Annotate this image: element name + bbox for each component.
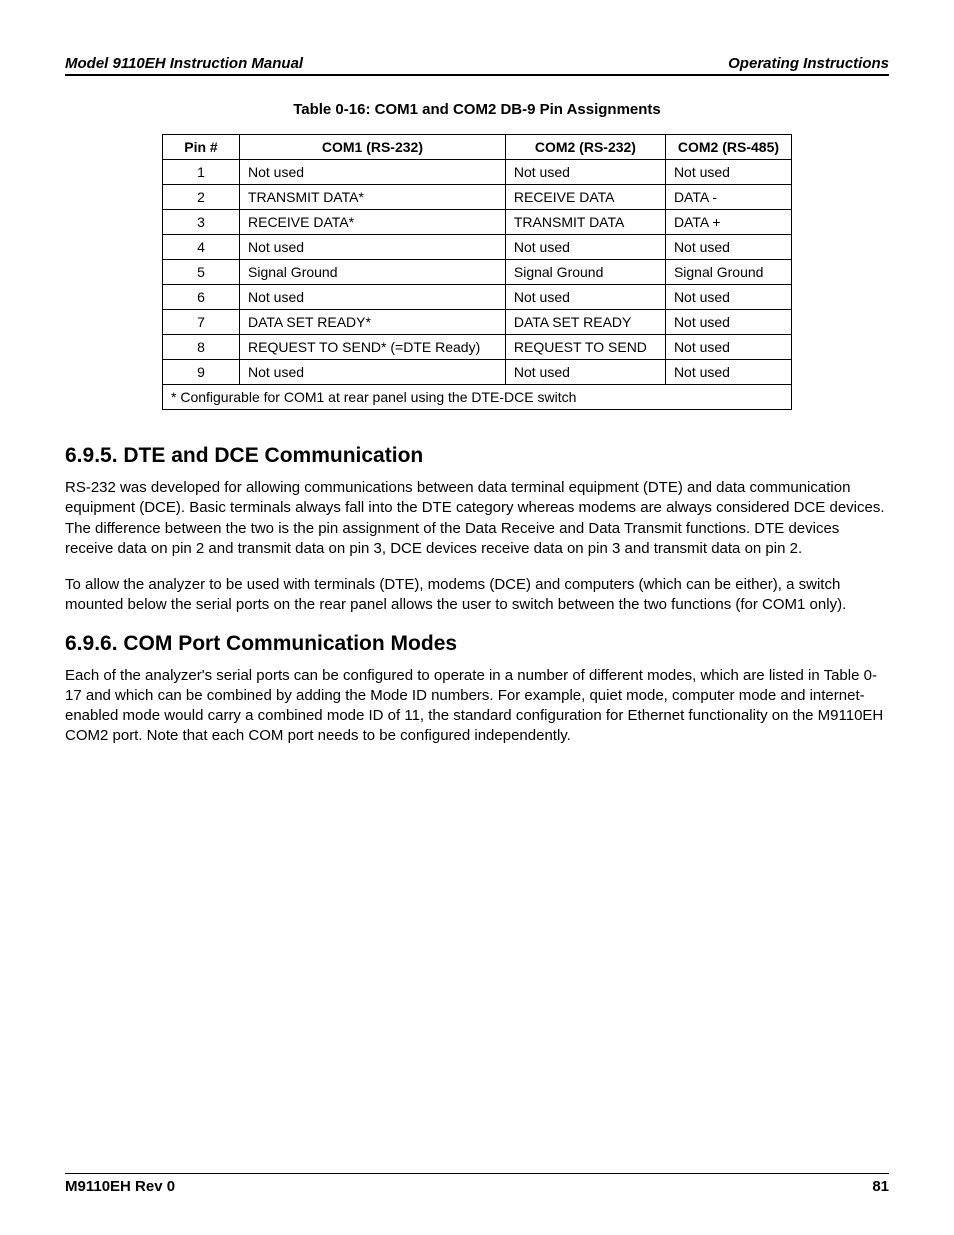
col-header-com1-232: COM1 (RS-232) bbox=[240, 135, 506, 160]
header-right: Operating Instructions bbox=[728, 55, 889, 72]
table-header-row: Pin # COM1 (RS-232) COM2 (RS-232) COM2 (… bbox=[163, 135, 792, 160]
table-row: 6Not usedNot usedNot used bbox=[163, 285, 792, 310]
table-cell: Not used bbox=[665, 160, 791, 185]
table-cell: Not used bbox=[665, 285, 791, 310]
table-row: 2TRANSMIT DATA*RECEIVE DATADATA - bbox=[163, 185, 792, 210]
table-cell: Not used bbox=[240, 160, 506, 185]
table-cell: 2 bbox=[163, 185, 240, 210]
table-row: 9Not usedNot usedNot used bbox=[163, 360, 792, 385]
table-body: 1Not usedNot usedNot used2TRANSMIT DATA*… bbox=[163, 160, 792, 385]
footer-right: 81 bbox=[872, 1178, 889, 1195]
table-cell: DATA SET READY bbox=[505, 310, 665, 335]
table-cell: Not used bbox=[665, 310, 791, 335]
section-heading: 6.9.6. COM Port Communication Modes bbox=[65, 632, 889, 656]
table-cell: DATA + bbox=[665, 210, 791, 235]
table-cell: 1 bbox=[163, 160, 240, 185]
table-footnote-row: * Configurable for COM1 at rear panel us… bbox=[163, 385, 792, 410]
table-row: 8REQUEST TO SEND* (=DTE Ready)REQUEST TO… bbox=[163, 335, 792, 360]
table-cell: 4 bbox=[163, 235, 240, 260]
table-cell: Not used bbox=[665, 235, 791, 260]
body-paragraph: To allow the analyzer to be used with te… bbox=[65, 575, 889, 616]
table-row: 3RECEIVE DATA*TRANSMIT DATADATA + bbox=[163, 210, 792, 235]
table-footnote: * Configurable for COM1 at rear panel us… bbox=[163, 385, 792, 410]
table-cell: Not used bbox=[505, 285, 665, 310]
table-cell: TRANSMIT DATA* bbox=[240, 185, 506, 210]
table-cell: REQUEST TO SEND bbox=[505, 335, 665, 360]
table-row: 4Not usedNot usedNot used bbox=[163, 235, 792, 260]
table-cell: Not used bbox=[665, 335, 791, 360]
table-row: 7DATA SET READY*DATA SET READYNot used bbox=[163, 310, 792, 335]
table-cell: DATA - bbox=[665, 185, 791, 210]
table-cell: RECEIVE DATA bbox=[505, 185, 665, 210]
table-cell: Signal Ground bbox=[505, 260, 665, 285]
col-header-com2-232: COM2 (RS-232) bbox=[505, 135, 665, 160]
table-row: 1Not usedNot usedNot used bbox=[163, 160, 792, 185]
table-cell: Signal Ground bbox=[665, 260, 791, 285]
table-cell: 3 bbox=[163, 210, 240, 235]
table-cell: REQUEST TO SEND* (=DTE Ready) bbox=[240, 335, 506, 360]
table-row: 5Signal GroundSignal GroundSignal Ground bbox=[163, 260, 792, 285]
page-footer: M9110EH Rev 0 81 bbox=[65, 1173, 889, 1195]
section-heading: 6.9.5. DTE and DCE Communication bbox=[65, 444, 889, 468]
table-cell: RECEIVE DATA* bbox=[240, 210, 506, 235]
body-paragraph: RS-232 was developed for allowing commun… bbox=[65, 478, 889, 559]
table-cell: Not used bbox=[505, 360, 665, 385]
table-cell: Not used bbox=[505, 160, 665, 185]
col-header-com2-485: COM2 (RS-485) bbox=[665, 135, 791, 160]
body-paragraph: Each of the analyzer's serial ports can … bbox=[65, 666, 889, 747]
table-cell: 6 bbox=[163, 285, 240, 310]
table-caption: Table 0-16: COM1 and COM2 DB-9 Pin Assig… bbox=[65, 101, 889, 118]
col-header-pin: Pin # bbox=[163, 135, 240, 160]
page-header: Model 9110EH Instruction Manual Operatin… bbox=[65, 55, 889, 76]
table-cell: DATA SET READY* bbox=[240, 310, 506, 335]
page: Model 9110EH Instruction Manual Operatin… bbox=[0, 0, 954, 1235]
table-cell: Not used bbox=[665, 360, 791, 385]
table-cell: Not used bbox=[240, 285, 506, 310]
table-cell: 5 bbox=[163, 260, 240, 285]
sections: 6.9.5. DTE and DCE Communication RS-232 w… bbox=[65, 434, 889, 763]
table-cell: Signal Ground bbox=[240, 260, 506, 285]
table-cell: 8 bbox=[163, 335, 240, 360]
header-left: Model 9110EH Instruction Manual bbox=[65, 55, 303, 72]
table-cell: Not used bbox=[505, 235, 665, 260]
table-cell: 9 bbox=[163, 360, 240, 385]
pin-assignment-table: Pin # COM1 (RS-232) COM2 (RS-232) COM2 (… bbox=[162, 134, 792, 410]
table-cell: Not used bbox=[240, 235, 506, 260]
table-cell: Not used bbox=[240, 360, 506, 385]
table-cell: 7 bbox=[163, 310, 240, 335]
table-cell: TRANSMIT DATA bbox=[505, 210, 665, 235]
footer-left: M9110EH Rev 0 bbox=[65, 1178, 175, 1195]
